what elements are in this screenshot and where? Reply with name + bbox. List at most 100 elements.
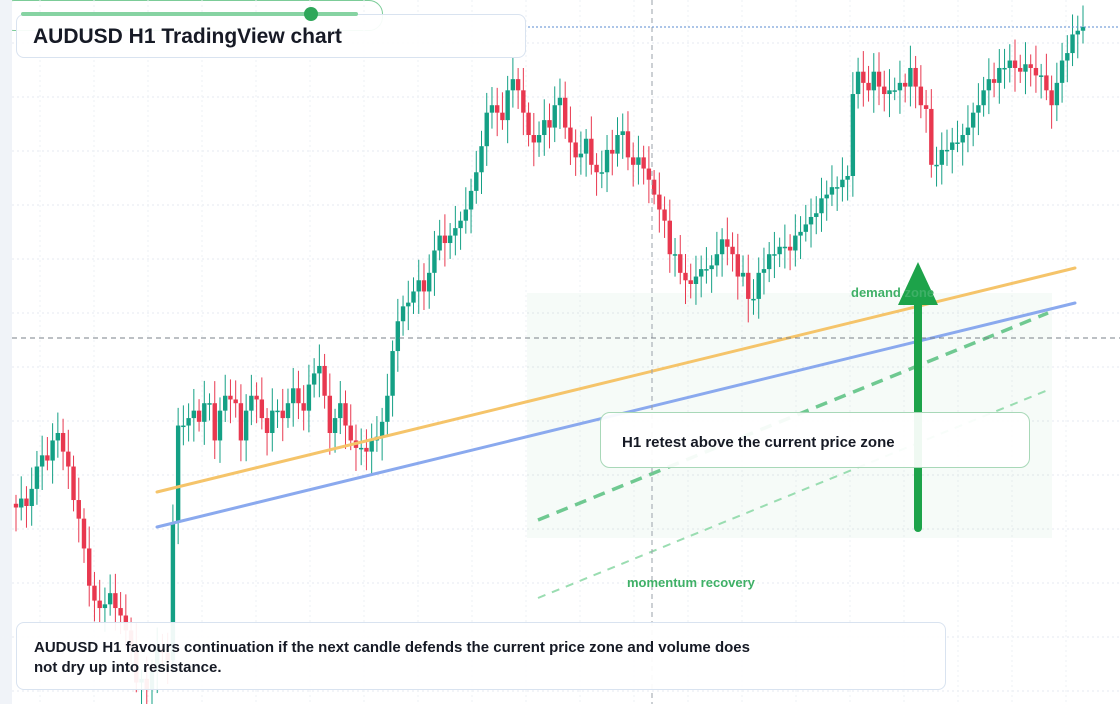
candle-bearish xyxy=(343,403,348,426)
candle-bullish xyxy=(970,112,976,128)
candle-bullish xyxy=(463,209,469,221)
candle-bullish xyxy=(672,254,678,256)
candle-bullish xyxy=(829,187,835,195)
analysis-note: AUDUSD H1 favours continuation if the ne… xyxy=(34,639,750,676)
candle-bearish xyxy=(521,90,526,113)
candle-bearish xyxy=(625,131,631,158)
candle-bullish xyxy=(1065,53,1070,61)
candle-bearish xyxy=(630,157,636,165)
candle-bullish xyxy=(782,246,788,249)
candle-bullish xyxy=(704,269,709,271)
candle-bullish xyxy=(249,395,254,411)
candle-bullish xyxy=(1007,60,1012,68)
candle-bearish xyxy=(876,71,882,87)
candle-bullish xyxy=(981,90,986,106)
candle-bullish xyxy=(944,149,950,152)
candle-bullish xyxy=(1054,82,1060,106)
candle-bullish xyxy=(243,410,249,441)
candle-bullish xyxy=(306,384,312,411)
candle-bullish xyxy=(291,388,296,404)
candle-bearish xyxy=(526,112,531,136)
candle-bearish xyxy=(594,164,599,173)
candle-bearish xyxy=(113,593,118,609)
candle-bullish xyxy=(395,321,401,352)
candle-bearish xyxy=(364,447,369,452)
candle-bullish xyxy=(751,298,756,301)
momentum-slider-knob[interactable] xyxy=(303,7,318,21)
demand-zone-label: demand zone xyxy=(851,285,935,300)
chart-title-panel: AUDUSD H1 TradingView chart xyxy=(16,14,526,58)
candle-bearish xyxy=(730,246,735,255)
demand-arrow-head xyxy=(898,262,938,305)
candle-bullish xyxy=(50,440,55,461)
candle-bearish xyxy=(254,395,259,400)
candle-bearish xyxy=(662,209,667,221)
candle-bullish xyxy=(772,254,777,256)
candle-bullish xyxy=(855,71,861,95)
candle-bullish xyxy=(1059,60,1065,83)
candle-bearish xyxy=(573,142,578,158)
candle-bullish xyxy=(432,250,437,273)
candle-bullish xyxy=(887,90,892,95)
candle-bearish xyxy=(421,280,427,292)
candle-bullish xyxy=(1038,75,1044,77)
candle-bullish xyxy=(406,302,411,307)
candle-bullish xyxy=(761,269,767,273)
retest-callout: H1 retest above the current price zone xyxy=(600,412,1030,468)
candle-bearish xyxy=(725,239,730,247)
candle-bearish xyxy=(196,410,202,422)
candle-bearish xyxy=(866,82,871,91)
candle-bearish xyxy=(1044,75,1049,91)
candle-bullish xyxy=(411,291,416,303)
candle-bullish xyxy=(934,164,939,167)
candle-bearish xyxy=(913,67,918,87)
candle-bearish xyxy=(327,395,333,433)
candle-bullish xyxy=(536,135,542,143)
candle-bullish xyxy=(693,276,699,285)
candle-bearish xyxy=(991,79,997,83)
candle-bullish xyxy=(814,213,819,217)
candle-bullish xyxy=(474,172,479,191)
candle-bearish xyxy=(657,194,662,210)
candle-bearish xyxy=(861,71,866,83)
candle-bullish xyxy=(29,488,34,506)
chart-title: AUDUSD H1 TradingView chart xyxy=(33,25,342,48)
candle-bullish xyxy=(400,306,406,322)
candle-bearish xyxy=(81,518,87,549)
candle-bearish xyxy=(923,105,929,109)
candle-bullish xyxy=(636,157,641,165)
candle-bearish xyxy=(562,97,568,128)
candle-bullish xyxy=(777,246,782,255)
candle-bullish xyxy=(510,79,516,91)
candle-bearish xyxy=(442,235,448,244)
candle-bearish xyxy=(568,127,573,143)
candle-bearish xyxy=(1018,67,1023,72)
candle-bearish xyxy=(651,179,657,195)
candle-bullish xyxy=(359,447,364,450)
candle-bullish xyxy=(719,239,725,255)
candle-bullish xyxy=(275,410,280,413)
candle-bullish xyxy=(965,127,971,136)
candle-bullish xyxy=(489,105,495,113)
candle-bullish xyxy=(620,131,625,136)
momentum-slider-track[interactable] xyxy=(21,12,358,16)
candle-bearish xyxy=(238,403,244,441)
candle-bullish xyxy=(191,410,197,419)
candle-bullish xyxy=(34,466,40,489)
candle-bearish xyxy=(233,399,238,404)
candle-bullish xyxy=(1080,27,1086,31)
candle-bearish xyxy=(667,220,672,255)
candle-bearish xyxy=(735,254,740,277)
candle-bullish xyxy=(332,418,338,433)
candle-bearish xyxy=(259,399,265,419)
candle-bullish xyxy=(845,175,850,180)
candle-bullish xyxy=(437,235,442,251)
candle-bearish xyxy=(918,86,924,106)
candle-bullish xyxy=(223,395,228,411)
candle-bullish xyxy=(997,67,1002,83)
candle-bearish xyxy=(280,410,285,419)
candle-bullish xyxy=(850,94,856,176)
momentum-trend-line xyxy=(537,311,1049,522)
